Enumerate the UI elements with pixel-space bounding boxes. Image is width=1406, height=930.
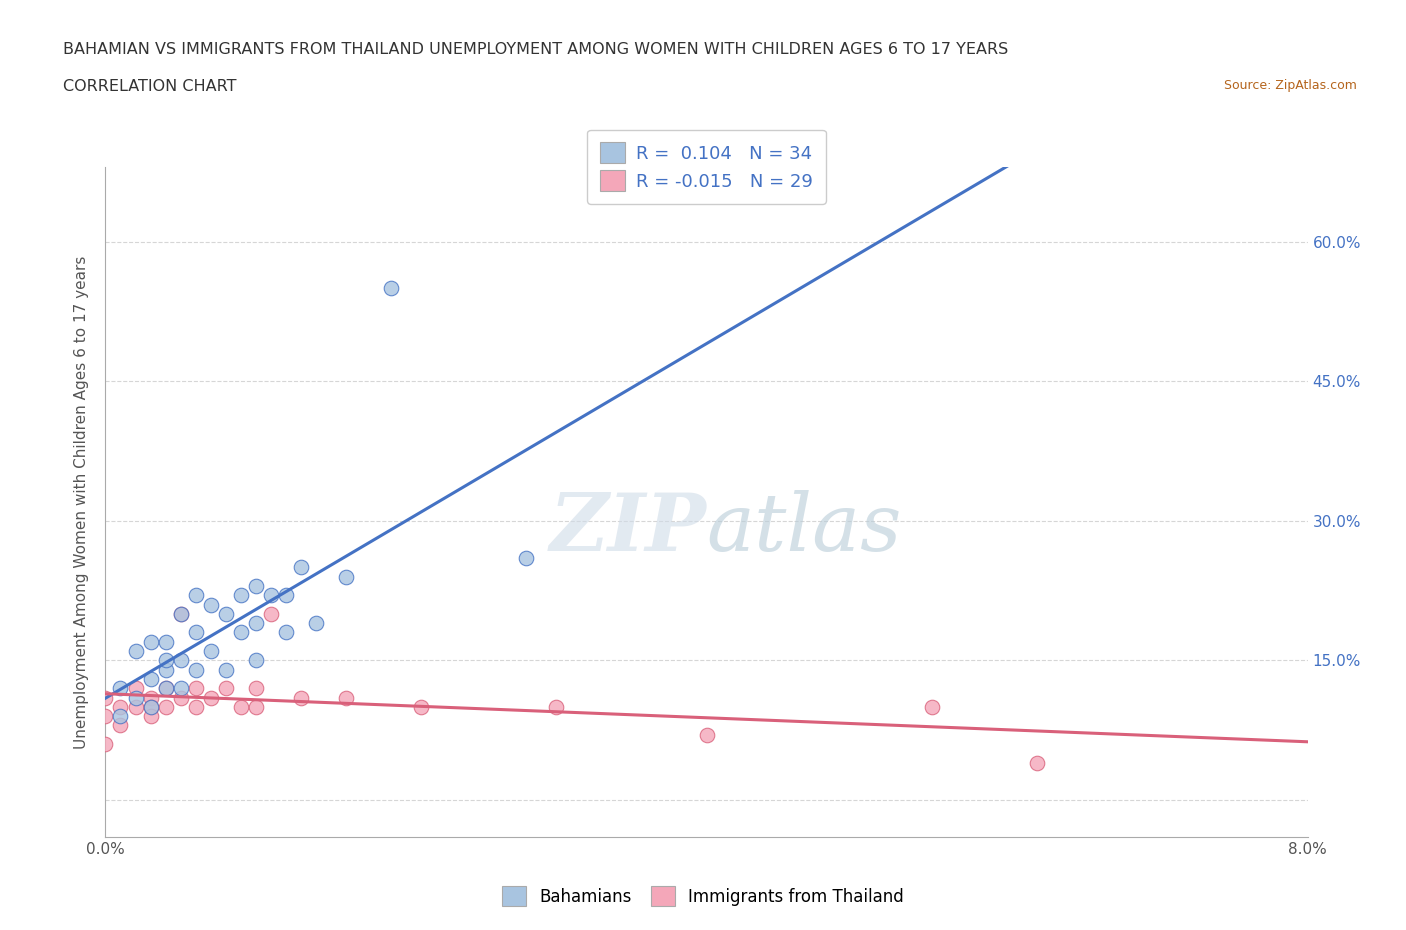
Point [290,690,312,705]
Point [335,690,357,705]
Legend: R =  0.104   N = 34, R = -0.015   N = 29: R = 0.104 N = 34, R = -0.015 N = 29 [588,129,825,204]
Point [155,699,177,714]
Point [260,588,283,603]
Point [94,737,117,751]
Point [155,681,177,696]
Point [124,644,146,658]
Point [124,699,146,714]
Point [260,606,283,621]
Point [184,699,207,714]
Point [110,709,132,724]
Point [380,281,402,296]
Point [139,699,162,714]
Text: BAHAMIAN VS IMMIGRANTS FROM THAILAND UNEMPLOYMENT AMONG WOMEN WITH CHILDREN AGES: BAHAMIAN VS IMMIGRANTS FROM THAILAND UNE… [63,42,1008,57]
Point [200,690,222,705]
Point [184,625,207,640]
Point [110,681,132,696]
Point [169,690,191,705]
Point [200,644,222,658]
Point [245,653,267,668]
Point [155,653,177,668]
Point [515,551,537,565]
Point [139,699,162,714]
Y-axis label: Unemployment Among Women with Children Ages 6 to 17 years: Unemployment Among Women with Children A… [75,256,90,749]
Point [184,662,207,677]
Point [184,681,207,696]
Point [1026,755,1049,770]
Point [200,597,222,612]
Point [214,681,236,696]
Point [139,671,162,686]
Point [229,588,252,603]
Text: Source: ZipAtlas.com: Source: ZipAtlas.com [1223,79,1357,92]
Point [921,699,943,714]
Point [274,625,297,640]
Point [245,681,267,696]
Text: ZIP: ZIP [550,490,707,567]
Point [139,634,162,649]
Point [139,690,162,705]
Point [245,699,267,714]
Point [214,606,236,621]
Point [155,662,177,677]
Point [214,662,236,677]
Point [110,718,132,733]
Point [169,606,191,621]
Point [94,690,117,705]
Point [245,616,267,631]
Point [124,681,146,696]
Point [155,681,177,696]
Point [169,653,191,668]
Point [409,699,432,714]
Point [184,588,207,603]
Point [696,727,718,742]
Text: atlas: atlas [707,490,901,567]
Point [169,606,191,621]
Point [229,699,252,714]
Point [546,699,568,714]
Point [110,699,132,714]
Point [305,616,328,631]
Point [335,569,357,584]
Legend: Bahamians, Immigrants from Thailand: Bahamians, Immigrants from Thailand [495,880,911,912]
Text: CORRELATION CHART: CORRELATION CHART [63,79,236,94]
Point [139,709,162,724]
Point [290,560,312,575]
Point [169,681,191,696]
Point [274,588,297,603]
Point [245,578,267,593]
Point [155,634,177,649]
Point [124,690,146,705]
Point [229,625,252,640]
Point [94,709,117,724]
